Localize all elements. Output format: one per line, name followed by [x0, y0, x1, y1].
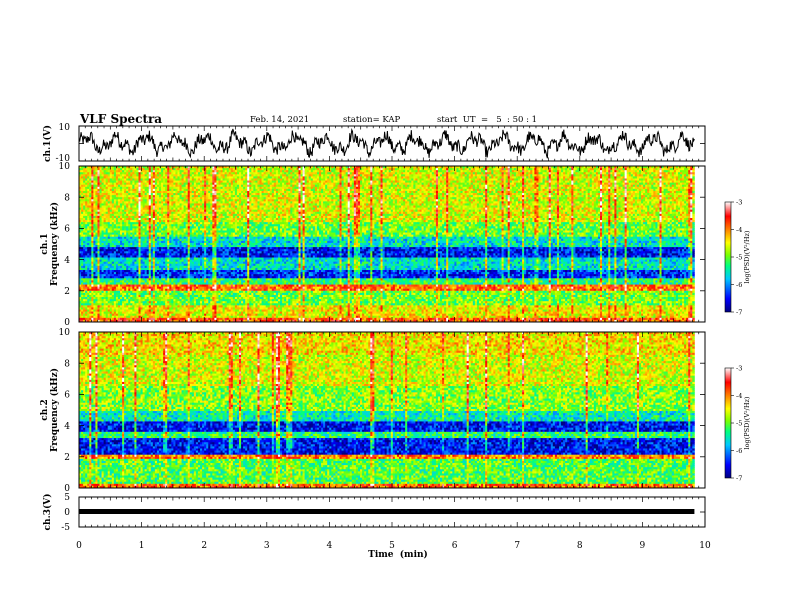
station-label: station= KAP: [343, 115, 401, 125]
date-label: Feb. 14, 2021: [250, 115, 309, 125]
vlf-figure: VLF Spectra Feb. 14, 2021 station= KAP s…: [0, 0, 792, 612]
ch1-ytick-top: 10: [59, 123, 71, 133]
start-ut-label: start UT = 5 : 50 : 1: [437, 115, 537, 125]
ch1-ylabel: ch.1(V): [42, 125, 53, 162]
figure-title: VLF Spectra: [79, 112, 162, 126]
ch1-waveform-panel: 10 -10 ch.1(V): [42, 123, 705, 164]
ch1-spectrogram-cells: [79, 166, 695, 322]
